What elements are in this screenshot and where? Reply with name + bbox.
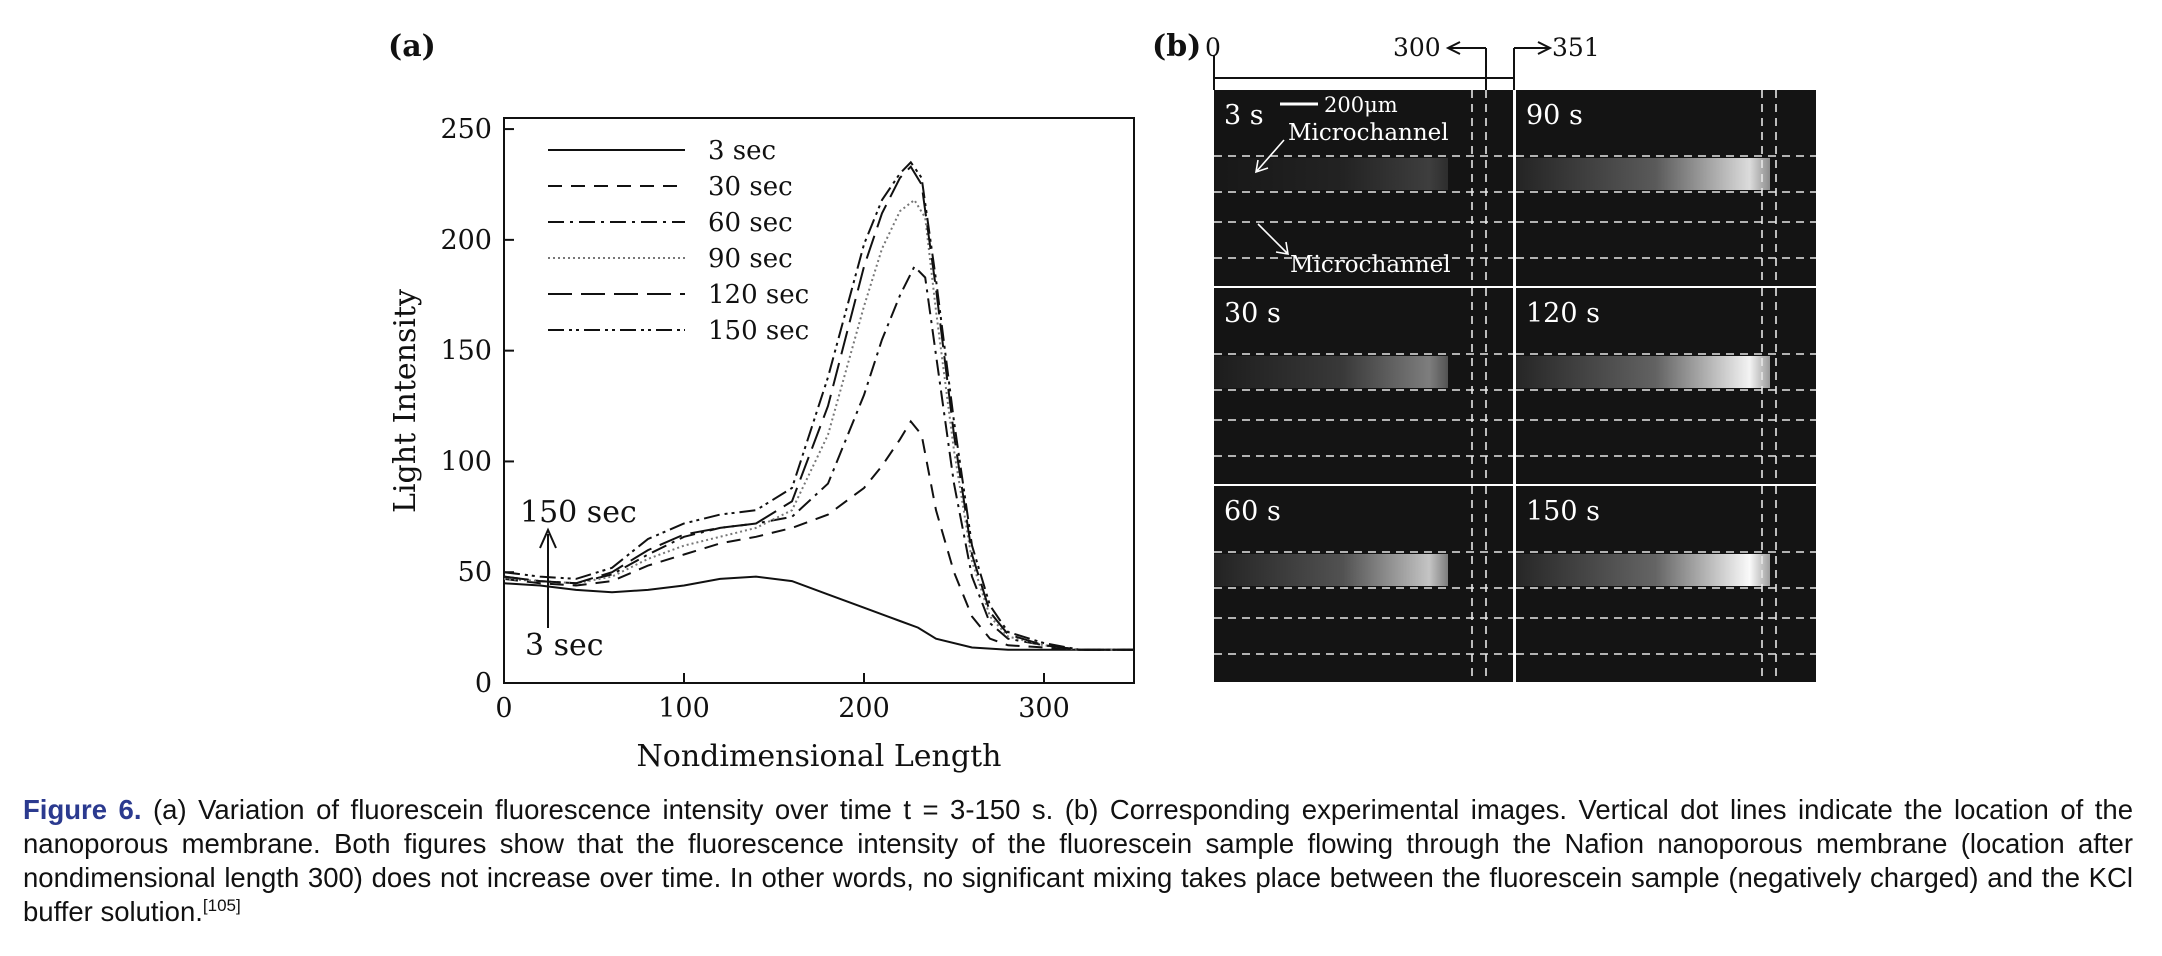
image-frame-4: 60 s bbox=[1214, 486, 1514, 682]
series-line-2 bbox=[503, 264, 1134, 651]
annotation-150-sec: 150 sec bbox=[520, 495, 637, 530]
caption-label: Figure 6. bbox=[23, 794, 142, 825]
experimental-images: 0 300 351 3 s 90 s 30 s 120 s 60 s 150 s 200μ… bbox=[1205, 33, 1816, 682]
y-tick-label-4: 200 bbox=[440, 225, 492, 256]
frame-time-label: 3 s bbox=[1224, 100, 1264, 131]
plot-frame bbox=[503, 117, 1135, 684]
fluorescence-band bbox=[1516, 356, 1770, 388]
x-axis-label: Nondimensional Length bbox=[637, 739, 1002, 774]
axis-ticks: 0 100 200 300 0 50 100 150 200 250 bbox=[440, 114, 1069, 724]
frame-time-label: 90 s bbox=[1526, 100, 1583, 131]
panel-b-label: (b) bbox=[1152, 29, 1201, 64]
frame-time-label: 150 s bbox=[1526, 496, 1600, 527]
microchannel-arrow-lower bbox=[1257, 223, 1289, 255]
y-tick-label-2: 100 bbox=[440, 446, 492, 477]
panel-a-label: (a) bbox=[388, 29, 436, 64]
annotation-arrow-head bbox=[539, 527, 557, 549]
y-axis-label: Light Intensity bbox=[388, 289, 423, 513]
series-group bbox=[503, 160, 1134, 651]
scale-label-351: 351 bbox=[1552, 33, 1600, 62]
image-frame-5: 150 s bbox=[1516, 486, 1816, 682]
frame-time-label: 120 s bbox=[1526, 298, 1600, 329]
fluorescence-band bbox=[1214, 356, 1448, 388]
image-frame-0: 3 s bbox=[1214, 90, 1514, 286]
legend-label-5: 150 sec bbox=[708, 316, 809, 346]
scale-arrow-300 bbox=[1445, 41, 1486, 55]
image-frame-3: 120 s bbox=[1516, 288, 1816, 484]
image-frames: 3 s 90 s 30 s 120 s 60 s 150 s bbox=[1214, 78, 1816, 682]
fluorescence-band bbox=[1516, 554, 1770, 586]
y-tick-label-1: 50 bbox=[458, 557, 492, 588]
fluorescence-band bbox=[1214, 158, 1448, 190]
frame-time-label: 60 s bbox=[1224, 496, 1281, 527]
legend-label-3: 90 sec bbox=[708, 244, 793, 274]
series-line-5 bbox=[503, 160, 1134, 651]
annotation-3-sec: 3 sec bbox=[525, 628, 604, 663]
y-tick-label-5: 250 bbox=[440, 114, 492, 145]
legend-label-0: 3 sec bbox=[708, 136, 776, 166]
x-tick-label-0: 0 bbox=[495, 693, 512, 724]
scale-bar-label: 200μm bbox=[1324, 93, 1398, 117]
x-tick-label-1: 100 bbox=[658, 693, 710, 724]
x-tick-label-2: 200 bbox=[838, 693, 890, 724]
figure-caption: Figure 6. (a) Variation of fluorescein f… bbox=[23, 793, 2133, 929]
legend-label-1: 30 sec bbox=[708, 172, 793, 202]
fluorescence-band bbox=[1516, 158, 1770, 190]
series-line-1 bbox=[503, 419, 1134, 651]
line-chart: 0 100 200 300 0 50 100 150 200 250 3 sec 30 sec 60 … bbox=[388, 114, 1135, 774]
caption-reference: [105] bbox=[202, 895, 241, 915]
frame-time-label: 30 s bbox=[1224, 298, 1281, 329]
y-tick-label-0: 0 bbox=[475, 668, 492, 699]
series-line-3 bbox=[503, 198, 1134, 651]
scale-label-300: 300 bbox=[1393, 33, 1441, 62]
series-line-4 bbox=[503, 165, 1134, 651]
scale-label-start: 0 bbox=[1205, 33, 1221, 62]
legend: 3 sec 30 sec 60 sec 90 sec 120 sec 150 sec bbox=[548, 136, 809, 346]
scale-arrow-351 bbox=[1514, 41, 1553, 55]
image-frame-2: 30 s bbox=[1214, 288, 1514, 484]
microchannel-label-upper: Microchannel bbox=[1288, 120, 1449, 146]
legend-label-4: 120 sec bbox=[708, 280, 809, 310]
legend-label-2: 60 sec bbox=[708, 208, 793, 238]
microchannel-label-lower: Microchannel bbox=[1290, 252, 1451, 278]
caption-text: (a) Variation of fluorescein fluorescenc… bbox=[23, 794, 2133, 927]
fluorescence-band bbox=[1214, 554, 1448, 586]
x-tick-label-3: 300 bbox=[1018, 693, 1070, 724]
series-line-0 bbox=[503, 575, 1134, 651]
microchannel-arrow-upper bbox=[1254, 139, 1285, 174]
y-tick-label-3: 150 bbox=[440, 336, 492, 367]
image-frame-1: 90 s bbox=[1516, 90, 1816, 286]
